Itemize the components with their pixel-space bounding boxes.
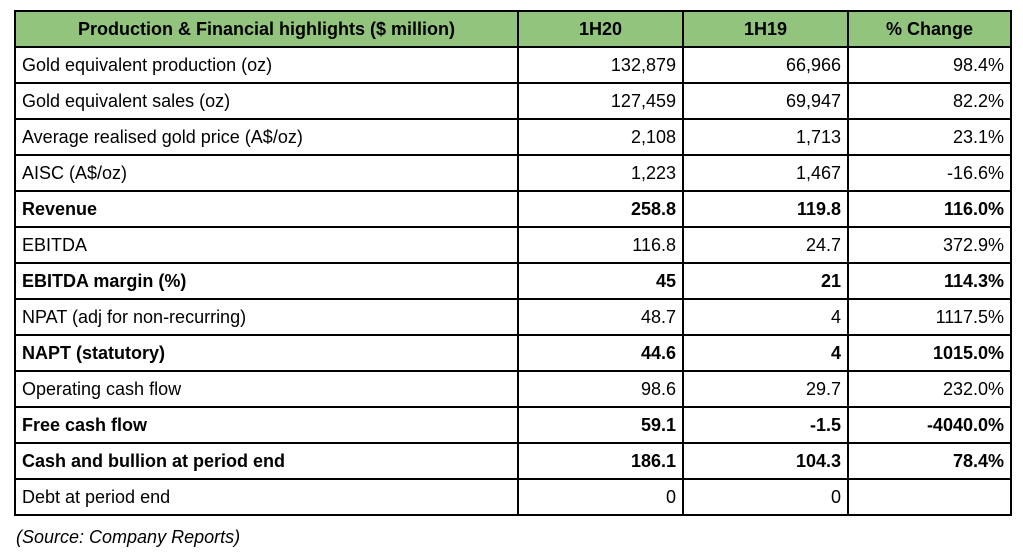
value-pct-change: 98.4%	[847, 46, 1012, 84]
table-row: AISC (A$/oz) 1,223 1,467 -16.6%	[14, 154, 1012, 192]
row-label: Free cash flow	[14, 406, 519, 444]
table-row: Gold equivalent sales (oz) 127,459 69,94…	[14, 82, 1012, 120]
source-note: (Source: Company Reports)	[16, 527, 241, 547]
value-1h20: 44.6	[517, 334, 684, 372]
value-1h19: 104.3	[682, 442, 849, 480]
value-1h20: 2,108	[517, 118, 684, 156]
row-label: Operating cash flow	[14, 370, 519, 408]
value-1h20: 98.6	[517, 370, 684, 408]
row-label: Gold equivalent production (oz)	[14, 46, 519, 84]
value-pct-change: 372.9%	[847, 226, 1012, 264]
table-row: NAPT (statutory) 44.6 4 1015.0%	[14, 334, 1012, 372]
header-title-cell: Production & Financial highlights ($ mil…	[14, 10, 519, 48]
value-1h20: 116.8	[517, 226, 684, 264]
row-label: EBITDA margin (%)	[14, 262, 519, 300]
value-1h19: 24.7	[682, 226, 849, 264]
table-row: Gold equivalent production (oz) 132,879 …	[14, 46, 1012, 84]
row-label: Cash and bullion at period end	[14, 442, 519, 480]
table-row: Cash and bullion at period end 186.1 104…	[14, 442, 1012, 480]
value-1h20: 1,223	[517, 154, 684, 192]
table-row: Operating cash flow 98.6 29.7 232.0%	[14, 370, 1012, 408]
table-row: NPAT (adj for non-recurring) 48.7 4 1117…	[14, 298, 1012, 336]
header-row: Production & Financial highlights ($ mil…	[14, 10, 1012, 48]
value-1h19: 69,947	[682, 82, 849, 120]
value-1h20: 48.7	[517, 298, 684, 336]
value-1h19: 119.8	[682, 190, 849, 228]
value-1h20: 59.1	[517, 406, 684, 444]
value-1h20: 127,459	[517, 82, 684, 120]
table-row: Free cash flow 59.1 -1.5 -4040.0%	[14, 406, 1012, 444]
row-label: Gold equivalent sales (oz)	[14, 82, 519, 120]
table-row: Average realised gold price (A$/oz) 2,10…	[14, 118, 1012, 156]
value-1h19: 4	[682, 298, 849, 336]
row-label: NPAT (adj for non-recurring)	[14, 298, 519, 336]
value-1h19: 4	[682, 334, 849, 372]
header-1h19-cell: 1H19	[682, 10, 849, 48]
value-pct-change: 23.1%	[847, 118, 1012, 156]
value-pct-change	[847, 478, 1012, 516]
value-pct-change: 232.0%	[847, 370, 1012, 408]
value-1h19: -1.5	[682, 406, 849, 444]
value-1h20: 45	[517, 262, 684, 300]
value-1h19: 21	[682, 262, 849, 300]
value-1h20: 132,879	[517, 46, 684, 84]
table-header: Production & Financial highlights ($ mil…	[14, 10, 1012, 48]
value-1h20: 0	[517, 478, 684, 516]
header-pct-change-cell: % Change	[847, 10, 1012, 48]
value-pct-change: 1117.5%	[847, 298, 1012, 336]
row-label: Revenue	[14, 190, 519, 228]
header-1h20-cell: 1H20	[517, 10, 684, 48]
value-pct-change: 116.0%	[847, 190, 1012, 228]
row-label: EBITDA	[14, 226, 519, 264]
table-row: Revenue 258.8 119.8 116.0%	[14, 190, 1012, 228]
value-pct-change: 1015.0%	[847, 334, 1012, 372]
value-1h20: 186.1	[517, 442, 684, 480]
table-row: Debt at period end 0 0	[14, 478, 1012, 516]
row-label: Debt at period end	[14, 478, 519, 516]
value-pct-change: -4040.0%	[847, 406, 1012, 444]
value-pct-change: 82.2%	[847, 82, 1012, 120]
value-1h20: 258.8	[517, 190, 684, 228]
value-1h19: 0	[682, 478, 849, 516]
table-body: Gold equivalent production (oz) 132,879 …	[14, 46, 1012, 516]
value-pct-change: -16.6%	[847, 154, 1012, 192]
value-1h19: 29.7	[682, 370, 849, 408]
value-pct-change: 78.4%	[847, 442, 1012, 480]
value-1h19: 66,966	[682, 46, 849, 84]
value-1h19: 1,713	[682, 118, 849, 156]
financial-highlights-table: Production & Financial highlights ($ mil…	[14, 10, 1012, 516]
value-pct-change: 114.3%	[847, 262, 1012, 300]
table-row: EBITDA 116.8 24.7 372.9%	[14, 226, 1012, 264]
row-label: NAPT (statutory)	[14, 334, 519, 372]
row-label: AISC (A$/oz)	[14, 154, 519, 192]
row-label: Average realised gold price (A$/oz)	[14, 118, 519, 156]
value-1h19: 1,467	[682, 154, 849, 192]
table-row: EBITDA margin (%) 45 21 114.3%	[14, 262, 1012, 300]
